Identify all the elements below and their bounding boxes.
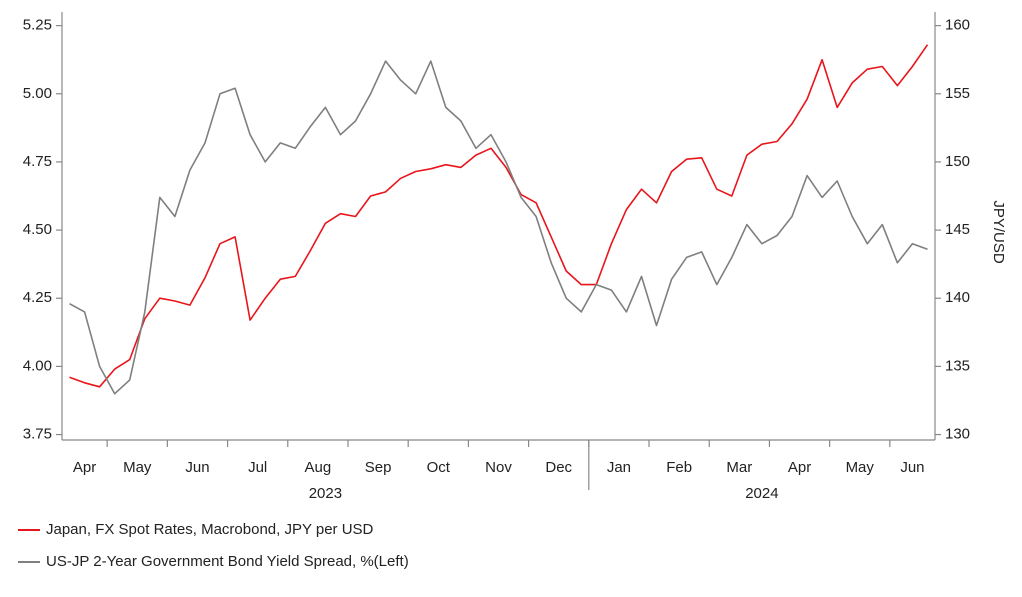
x-tick-label: Jan bbox=[607, 459, 631, 476]
legend-label: US-JP 2-Year Government Bond Yield Sprea… bbox=[46, 553, 409, 570]
x-tick-label: Dec bbox=[545, 459, 572, 476]
y2-tick-label: 135 bbox=[945, 357, 970, 374]
y-tick-label: 5.00 bbox=[23, 85, 52, 102]
x-tick-label: Oct bbox=[427, 459, 451, 476]
y-tick-label: 4.50 bbox=[23, 221, 52, 238]
y-tick-label: 3.75 bbox=[23, 426, 52, 443]
y-tick-label: 4.25 bbox=[23, 289, 52, 306]
y2-tick-label: 140 bbox=[945, 289, 970, 306]
legend-label: Japan, FX Spot Rates, Macrobond, JPY per… bbox=[46, 521, 374, 538]
year-label: 2023 bbox=[309, 485, 342, 502]
x-tick-label: Jun bbox=[185, 459, 209, 476]
x-tick-label: May bbox=[123, 459, 152, 476]
x-tick-label: Sep bbox=[365, 459, 392, 476]
x-tick-label: Feb bbox=[666, 459, 692, 476]
year-label: 2024 bbox=[745, 485, 778, 502]
y-tick-label: 4.75 bbox=[23, 153, 52, 170]
x-tick-label: Jul bbox=[248, 459, 267, 476]
y-tick-label: 4.00 bbox=[23, 357, 52, 374]
x-tick-label: Nov bbox=[485, 459, 512, 476]
y2-tick-label: 155 bbox=[945, 85, 970, 102]
y2-tick-label: 150 bbox=[945, 153, 970, 170]
y2-tick-label: 160 bbox=[945, 17, 970, 34]
y-tick-label: 5.25 bbox=[23, 17, 52, 34]
x-tick-label: May bbox=[846, 459, 875, 476]
x-tick-label: Mar bbox=[726, 459, 752, 476]
line-series bbox=[69, 60, 928, 395]
line-series bbox=[69, 44, 929, 388]
x-tick-label: Jun bbox=[900, 459, 924, 476]
x-tick-label: Apr bbox=[73, 459, 96, 476]
y2-axis-label: JPY/USD bbox=[990, 200, 1007, 264]
x-tick-label: Apr bbox=[788, 459, 811, 476]
x-tick-label: Aug bbox=[305, 459, 332, 476]
y2-tick-label: 145 bbox=[945, 221, 970, 238]
y2-tick-label: 130 bbox=[945, 426, 970, 443]
